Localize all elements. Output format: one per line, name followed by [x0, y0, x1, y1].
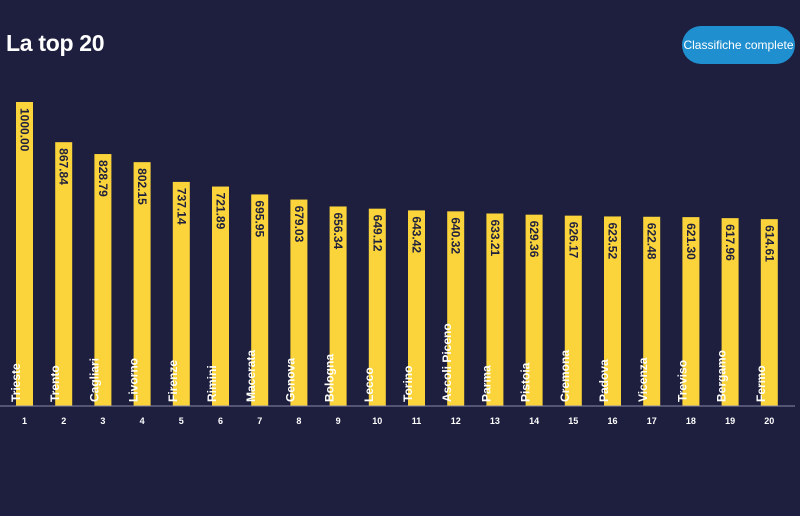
rank-tick-label: 10: [372, 416, 382, 426]
bar-8: [290, 199, 308, 406]
bar-city-label: Bergamo: [715, 350, 729, 402]
bar-18: [682, 217, 700, 406]
rank-tick-label: 1: [22, 416, 27, 426]
bar-city-label: Parma: [479, 365, 493, 402]
rank-tick-label: 2: [61, 416, 66, 426]
bar-city-label: Bologna: [323, 354, 337, 402]
bar-2: [55, 142, 73, 406]
bar-city-label: Cremona: [558, 350, 572, 402]
bar-value-label: 721.89: [214, 193, 228, 230]
rank-tick-label: 16: [607, 416, 617, 426]
bar-city-label: Trento: [48, 365, 62, 402]
bar-11: [408, 210, 425, 406]
rank-tick-label: 13: [490, 416, 500, 426]
rank-tick-label: 19: [725, 416, 735, 426]
bar-city-label: Rimini: [205, 365, 219, 402]
rank-tick-label: 3: [100, 416, 105, 426]
rank-tick-label: 11: [412, 416, 422, 426]
bar-4: [133, 162, 151, 406]
bar-city-label: Cagliari: [87, 358, 101, 402]
rank-tick-label: 9: [336, 416, 341, 426]
bar-value-label: 626.17: [566, 222, 580, 259]
bar-city-label: Firenze: [166, 360, 180, 402]
bar-value-label: 649.12: [370, 215, 384, 252]
bar-city-label: Trieste: [9, 363, 23, 402]
rank-tick-label: 20: [764, 416, 774, 426]
bar-12: [447, 211, 465, 406]
rank-tick-label: 17: [647, 416, 657, 426]
bar-value-label: 737.14: [174, 188, 188, 225]
bar-7: [251, 194, 269, 406]
bar-value-label: 640.32: [449, 217, 463, 254]
bar-value-label: 621.30: [684, 223, 698, 260]
rank-tick-label: 12: [451, 416, 461, 426]
bar-city-label: Torino: [401, 366, 415, 402]
rank-tick-label: 14: [529, 416, 539, 426]
bar-value-label: 629.36: [527, 221, 541, 258]
bar-20: [760, 219, 778, 406]
bar-value-label: 867.84: [57, 148, 71, 185]
bar-city-label: Treviso: [675, 360, 689, 402]
bar-value-label: 1000.00: [18, 108, 32, 152]
bar-5: [172, 181, 190, 406]
bar-17: [643, 216, 661, 406]
bar-city-label: Macerata: [244, 350, 258, 402]
rank-tick-label: 15: [568, 416, 578, 426]
rank-tick-label: 6: [218, 416, 223, 426]
bar-value-label: 802.15: [135, 168, 149, 205]
page-title: La top 20: [6, 30, 105, 56]
bar-value-label: 679.03: [292, 206, 306, 243]
rank-tick-label: 18: [686, 416, 696, 426]
bar-1: [16, 102, 33, 406]
bar-city-label: Fermo: [754, 365, 768, 402]
bar-city-label: Genova: [283, 358, 297, 402]
bar-value-label: 614.61: [762, 225, 776, 262]
bar-city-label: Lecco: [362, 367, 376, 402]
bar-city-label: Padova: [597, 359, 611, 402]
bar-13: [486, 213, 504, 406]
bar-10: [368, 208, 386, 406]
bar-city-label: Pistoia: [519, 362, 533, 402]
rank-tick-label: 5: [179, 416, 184, 426]
rank-tick-label: 8: [296, 416, 301, 426]
bar-6: [212, 186, 229, 406]
bar-value-label: 617.96: [723, 224, 737, 261]
bar-value-label: 623.52: [606, 222, 620, 259]
bar-value-label: 828.79: [96, 160, 110, 197]
bar-city-label: Ascoli Piceno: [440, 323, 454, 402]
bar-9: [329, 206, 347, 406]
bar-city-label: Vicenza: [636, 357, 650, 402]
rank-tick-label: 7: [257, 416, 262, 426]
bar-3: [94, 154, 112, 406]
bar-value-label: 633.21: [488, 220, 502, 257]
bar-value-label: 643.42: [410, 216, 424, 253]
bar-value-label: 695.95: [253, 200, 267, 237]
rank-tick-label: 4: [140, 416, 145, 426]
full-rankings-button[interactable]: Classifiche complete: [682, 26, 795, 64]
bar-value-label: 622.48: [645, 223, 659, 260]
bar-value-label: 656.34: [331, 212, 345, 249]
bar-city-label: Livorno: [127, 358, 141, 402]
bar-19: [721, 218, 739, 406]
bar-15: [564, 215, 582, 406]
bar-16: [604, 216, 621, 406]
bar-14: [525, 214, 543, 406]
